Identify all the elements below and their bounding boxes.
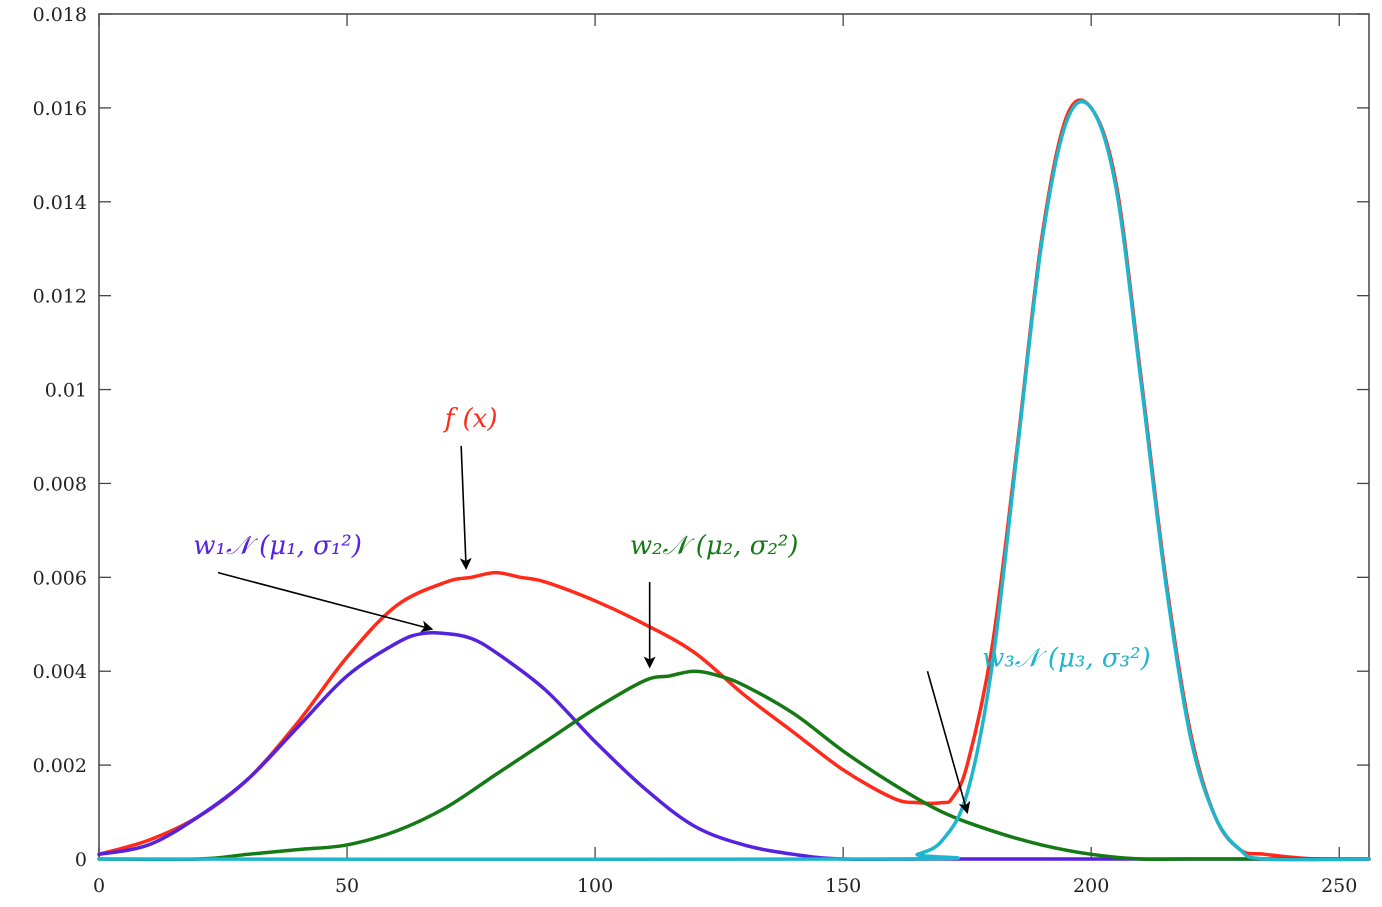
y-tick-label: 0.006 xyxy=(33,567,87,589)
y-tick-label: 0.002 xyxy=(33,755,87,777)
y-tick-label: 0.01 xyxy=(45,380,87,402)
y-tick-label: 0.012 xyxy=(33,286,87,308)
annotation-label: w₃𝒩 (μ₃, σ₃²) xyxy=(982,644,1151,674)
x-tick-label: 200 xyxy=(1073,875,1109,897)
x-tick-label: 250 xyxy=(1321,875,1357,897)
annotation-label: w₁𝒩 (μ₁, σ₁²) xyxy=(193,531,362,561)
x-tick-label: 0 xyxy=(93,875,105,897)
annotation-arrow xyxy=(459,445,472,570)
annotation-label: f (x) xyxy=(443,404,498,434)
y-tick-label: 0 xyxy=(75,849,87,871)
annotation-label: w₂𝒩 (μ₂, σ₂²) xyxy=(630,531,799,561)
annotation-arrow xyxy=(217,571,434,633)
y-tick-label: 0.018 xyxy=(33,4,87,26)
x-tick-label: 150 xyxy=(825,875,861,897)
y-tick-label: 0.014 xyxy=(33,192,87,214)
y-tick-label: 0.004 xyxy=(33,661,87,683)
x-tick-label: 100 xyxy=(577,875,613,897)
y-tick-label: 0.016 xyxy=(33,98,87,120)
y-tick-label: 0.008 xyxy=(33,473,87,495)
series-group xyxy=(97,98,1371,862)
component-2-curve-line xyxy=(97,669,1371,862)
component-3-curve-line xyxy=(97,99,1371,862)
axis-ticks xyxy=(98,13,1369,860)
x-tick-label: 50 xyxy=(335,875,359,897)
annotations: f (x) w₁𝒩 (μ₁, σ₁²) w₂𝒩 (μ₂, σ₂²) w₃𝒩 (μ₃, … xyxy=(193,404,1151,814)
x-tick-labels: 0 50 100 150 200 250 xyxy=(93,875,1357,897)
mixture-curve-line xyxy=(97,98,1371,862)
annotation-arrow xyxy=(926,671,971,814)
y-tick-labels: 0 0.002 0.004 0.006 0.008 0.01 0.012 0.014 0.016… xyxy=(33,4,87,871)
